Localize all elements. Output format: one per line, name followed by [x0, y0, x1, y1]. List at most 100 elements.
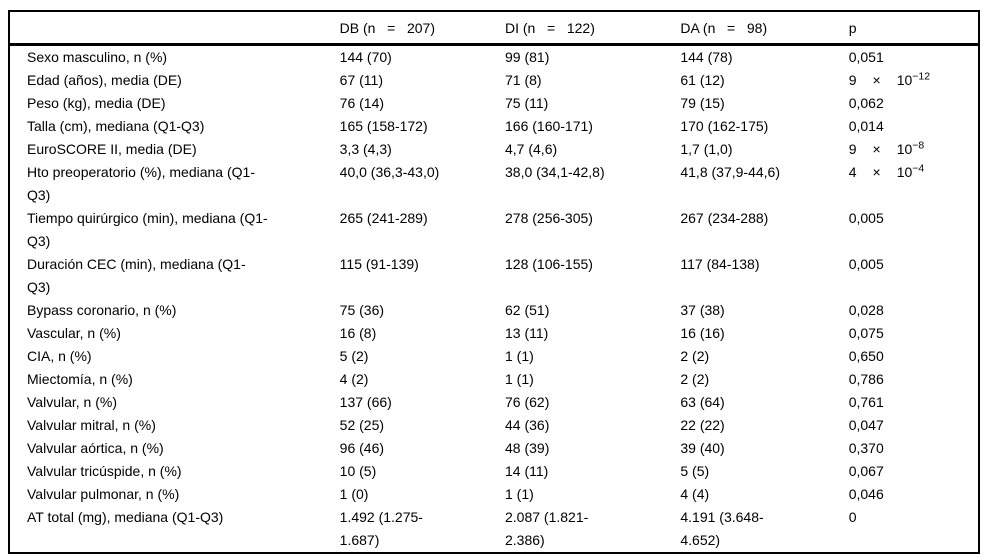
cell-da-value: 2 (2) [680, 371, 710, 387]
cell-da-value: 1,7 (1,0) [680, 141, 733, 157]
cell-da-value: 2 (2) [680, 348, 710, 364]
p-value: 0,028 [848, 302, 884, 318]
cell-di-value: 38,0 (34,1-42,8) [505, 164, 605, 180]
p-value-scientific: 4 × 10−4 [849, 163, 925, 180]
cell-da-value: 117 (84-138) [680, 256, 760, 272]
row-label: Bypass coronario, n (%) [27, 302, 177, 318]
row-label: Valvular pulmonar, n (%) [27, 486, 180, 502]
cell-da-value: 41,8 (37,9-44,6) [680, 164, 780, 180]
row-label: Sexo masculino, n (%) [27, 49, 168, 65]
cell-p-value: 9 × 10−8 [849, 138, 979, 161]
row-label: Vascular, n (%) [27, 325, 121, 341]
cell-di-value: 4,7 (4,6) [505, 141, 558, 157]
cell-db-value: 165 (158-172) [339, 118, 428, 134]
cell-p-value: 4 × 10−4 [849, 161, 979, 207]
cell-di-value: 278 (256-305) [505, 210, 593, 226]
p-exponent: −12 [912, 70, 931, 83]
cell-di-value: 1 (1) [505, 348, 534, 364]
row-label: Talla (cm), mediana (Q1-Q3) [27, 118, 205, 134]
table-row: Bypass coronario, n (%) 75 (36) 62 (51) … [9, 299, 979, 322]
cell-di-value: 128 (106-155) [505, 256, 593, 272]
cell-p-value: 0,014 [849, 115, 979, 138]
table-row: Edad (años), media (DE) 67 (11) 71 (8) 6… [9, 69, 979, 92]
cell-p-value: 0,005 [849, 207, 979, 253]
cell-di-value: 14 (11) [505, 463, 549, 479]
table-row: Valvular pulmonar, n (%) 1 (0) 1 (1) 4 (… [9, 483, 979, 506]
p-value: 0,786 [848, 371, 884, 387]
cell-da-value: 22 (22) [680, 417, 725, 433]
cell-da-value: 37 (38) [680, 302, 725, 318]
multiply-sign: × [872, 72, 881, 88]
table-row: Tiempo quirúrgico (min), mediana (Q1- Q3… [9, 207, 979, 253]
table-row: Valvular tricúspide, n (%) 10 (5) 14 (11… [9, 460, 979, 483]
cell-da-value: 63 (64) [680, 394, 725, 410]
cell-di-value: 1 (1) [505, 486, 534, 502]
cell-di-value: 2.087 (1.821- 2.386) [505, 509, 589, 548]
table-row: Valvular, n (%) 137 (66) 76 (62) 63 (64)… [9, 391, 979, 414]
cell-p-value: 0,028 [849, 299, 979, 322]
table-row: Hto preoperatorio (%), mediana (Q1- Q3) … [9, 161, 979, 207]
row-label: Valvular aórtica, n (%) [27, 440, 164, 456]
p-value: 0,075 [848, 325, 884, 341]
cell-da-value: 5 (5) [680, 463, 710, 479]
row-label: AT total (mg), mediana (Q1-Q3) [27, 509, 224, 525]
table-row: Peso (kg), media (DE) 76 (14) 75 (11) 79… [9, 92, 979, 115]
row-label: Valvular mitral, n (%) [27, 417, 156, 433]
cell-db-value: 16 (8) [339, 325, 377, 341]
table-row: Talla (cm), mediana (Q1-Q3) 165 (158-172… [9, 115, 979, 138]
cell-p-value: 0,046 [849, 483, 979, 506]
row-label: CIA, n (%) [27, 348, 92, 364]
cell-p-value: 0,047 [849, 414, 979, 437]
p-value: 0,650 [848, 348, 884, 364]
p-value: 0,370 [848, 440, 884, 456]
cell-p-value: 0,650 [849, 345, 979, 368]
table-row: AT total (mg), mediana (Q1-Q3) 1.492 (1.… [9, 506, 979, 553]
cell-da-value: 4 (4) [680, 486, 710, 502]
cell-db-value: 67 (11) [339, 72, 383, 88]
column-header-p: p [848, 11, 979, 46]
cell-p-value: 0,370 [849, 437, 979, 460]
cell-di-value: 48 (39) [505, 440, 550, 456]
row-label: EuroSCORE II, media (DE) [27, 141, 197, 157]
cell-db-value: 40,0 (36,3-43,0) [339, 164, 440, 180]
table-row: Valvular mitral, n (%) 52 (25) 44 (36) 2… [9, 414, 979, 437]
cell-di-value: 13 (11) [505, 325, 549, 341]
cell-db-value: 76 (14) [339, 95, 385, 111]
cell-da-value: 4.191 (3.648- 4.652) [680, 509, 764, 548]
table-row: Valvular aórtica, n (%) 96 (46) 48 (39) … [9, 437, 979, 460]
cell-di-value: 76 (62) [505, 394, 550, 410]
cell-da-value: 61 (12) [680, 72, 725, 88]
cell-di-value: 99 (81) [505, 49, 550, 65]
column-header-da: DA (n = 98) [680, 11, 849, 46]
p-base: 10 [896, 164, 913, 180]
row-label: Hto preoperatorio (%), mediana (Q1- Q3) [27, 164, 255, 203]
row-label: Valvular tricúspide, n (%) [27, 463, 182, 479]
cell-di-value: 62 (51) [505, 302, 550, 318]
cell-p-value: 0 [849, 506, 979, 553]
table-body: Sexo masculino, n (%) 144 (70) 99 (81) 1… [9, 45, 979, 554]
cell-di-value: 166 (160-171) [505, 118, 593, 134]
multiply-sign: × [872, 141, 881, 157]
cell-db-value: 10 (5) [339, 463, 377, 479]
p-base: 10 [896, 141, 913, 157]
row-label: Edad (años), media (DE) [27, 72, 182, 88]
cell-db-value: 1 (0) [339, 486, 369, 502]
p-value: 0,005 [848, 256, 884, 272]
cell-db-value: 144 (70) [339, 49, 392, 65]
p-value-scientific: 9 × 10−12 [848, 70, 931, 88]
p-value: 0,062 [848, 95, 884, 111]
p-value: 0,051 [848, 49, 884, 65]
cell-di-value: 71 (8) [505, 72, 542, 88]
cell-db-value: 115 (91-139) [339, 256, 419, 272]
row-label: Valvular, n (%) [27, 394, 117, 410]
p-mantissa: 9 [848, 72, 857, 88]
cell-da-value: 79 (15) [680, 95, 725, 111]
p-value: 0 [848, 509, 857, 525]
table-row: EuroSCORE II, media (DE) 3,3 (4,3) 4,7 (… [9, 138, 979, 161]
row-label: Tiempo quirúrgico (min), mediana (Q1- Q3… [27, 210, 268, 249]
cell-p-value: 0,761 [849, 391, 979, 414]
p-mantissa: 9 [848, 141, 857, 157]
baseline-characteristics-table: DB (n = 207) DI (n = 122) DA (n = 98) p … [8, 10, 980, 554]
cell-di-value: 75 (11) [505, 95, 549, 111]
